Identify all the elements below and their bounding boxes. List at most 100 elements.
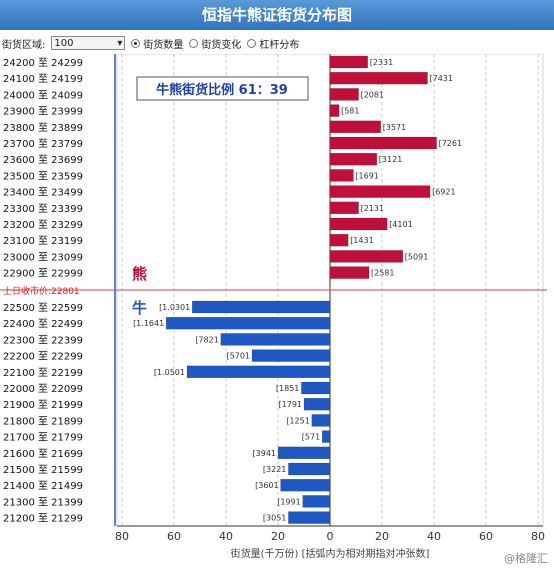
bear-bar — [329, 136, 437, 150]
controls-bar: 街货区域: 100 ▾ 街货数量 街货变化 杠杆分布 — [2, 33, 299, 53]
data-label: [1251 — [286, 416, 309, 425]
chart-title-bar: 恒指牛熊证街货分布图 — [0, 0, 554, 30]
radio-icon[interactable] — [189, 38, 199, 48]
bull-bar — [251, 349, 331, 362]
y-tick-label: 23400 至 23499 — [3, 187, 83, 199]
data-label: [1791 — [279, 400, 302, 409]
y-tick-label: 24100 至 24199 — [3, 73, 83, 85]
data-label: [581 — [341, 107, 359, 116]
y-tick-label: 22100 至 22199 — [3, 367, 83, 379]
data-label: [3221 — [263, 465, 286, 474]
y-tick-label: 22500 至 22599 — [3, 302, 83, 314]
y-tick-label: 21200 至 21299 — [3, 513, 83, 525]
watermark: @格隆汇 — [504, 552, 548, 565]
y-tick-label: 21400 至 21499 — [3, 480, 83, 492]
bull-bar — [288, 511, 331, 524]
bull-bar — [303, 397, 331, 411]
bull-bar — [277, 446, 331, 460]
data-label: [3941 — [253, 449, 276, 458]
y-tick-label: 21700 至 21799 — [3, 432, 83, 444]
bear-bar — [329, 266, 370, 279]
y-tick-label: 21300 至 21399 — [3, 496, 83, 508]
y-tick-label: 21800 至 21899 — [3, 415, 83, 427]
option-leverage[interactable]: 杠杆分布 — [247, 36, 299, 51]
data-label: [7821 — [195, 335, 218, 344]
bear-bar — [329, 55, 368, 69]
zone-label: 街货区域: — [2, 39, 46, 51]
y-tick-label: 23300 至 23399 — [3, 203, 83, 215]
y-tick-label: 23700 至 23799 — [3, 138, 83, 150]
y-tick-label: 22900 至 22999 — [3, 268, 83, 280]
x-tick-label: 80 — [115, 530, 129, 543]
zone-select[interactable]: 100 ▾ — [51, 36, 126, 50]
zone-select-value: 100 — [54, 37, 74, 49]
y-tick-label: 23200 至 23299 — [3, 219, 83, 231]
y-tick-label: 22000 至 22099 — [3, 383, 83, 395]
bull-bar — [301, 381, 331, 395]
data-label: [2131 — [361, 204, 384, 213]
bull-bar — [191, 300, 331, 314]
data-label: [1851 — [276, 384, 299, 393]
y-tick-label: 23800 至 23899 — [3, 122, 83, 134]
data-label: [3121 — [379, 155, 402, 164]
x-axis-label: 街货量(千万份) [括弧内为相对期指对冲张数] — [231, 547, 430, 560]
data-label: [6921 — [432, 188, 455, 197]
option-quantity-label: 街货数量 — [143, 39, 184, 51]
x-tick-label: 60 — [479, 530, 493, 543]
y-tick-label: 21900 至 21999 — [3, 399, 83, 411]
bull-bar — [186, 365, 331, 379]
bear-bar — [329, 185, 431, 198]
radio-icon[interactable] — [247, 38, 257, 48]
option-quantity[interactable]: 街货数量 — [131, 36, 183, 51]
data-label: [1.0301 — [159, 303, 190, 312]
data-label: [3601 — [255, 481, 278, 490]
y-tick-label: 23600 至 23699 — [3, 154, 83, 166]
bear-bar — [329, 169, 354, 182]
data-label: [1431 — [350, 236, 373, 245]
data-label: [571 — [302, 433, 320, 442]
bull-bar — [280, 478, 331, 492]
data-label: [2581 — [371, 269, 394, 278]
y-tick-label: 22400 至 22499 — [3, 318, 83, 330]
bull-bar — [311, 414, 331, 427]
bear-bar — [329, 152, 378, 166]
option-change[interactable]: 街货变化 — [189, 36, 241, 51]
y-tick-label: 24000 至 24099 — [3, 89, 83, 101]
bear-bar — [329, 201, 359, 215]
data-label: [1.1641 — [133, 319, 164, 328]
chevron-down-icon: ▾ — [117, 37, 123, 49]
data-label: [1.0501 — [154, 368, 185, 377]
y-tick-label: 21600 至 21699 — [3, 448, 83, 460]
data-label: [4101 — [389, 220, 412, 229]
y-tick-label: 23900 至 23999 — [3, 106, 83, 118]
x-tick-label: 40 — [219, 530, 233, 543]
data-label: [2081 — [361, 90, 384, 99]
distribution-chart: [2331 [7431 [2081[581 [3571 [7261 [3121[1691 [… — [0, 54, 547, 560]
option-change-label: 街货变化 — [201, 39, 242, 51]
y-tick-label: 22300 至 22399 — [3, 334, 83, 346]
x-tick-label: 60 — [167, 530, 181, 543]
data-label: [2331 — [370, 58, 393, 67]
x-tick-label: 0 — [327, 530, 334, 543]
bull-bar — [220, 333, 331, 346]
data-label: [1691 — [355, 171, 378, 180]
y-tick-label: 23100 至 23199 — [3, 235, 83, 247]
x-tick-label: 20 — [271, 530, 285, 543]
bars-layer: [2331 [7431 [2081[581 [3571 [7261 [3121[1691 [… — [133, 55, 462, 524]
bull-label: 牛 — [132, 299, 147, 317]
bull-bar — [302, 495, 331, 508]
x-tick-label: 80 — [531, 530, 545, 543]
page-title: 恒指牛熊证街货分布图 — [201, 6, 352, 24]
bear-bar — [329, 120, 381, 134]
close-price-label: 上日收市价:22801 — [3, 285, 80, 297]
data-label: [5091 — [405, 252, 428, 261]
bear-bar — [329, 250, 404, 263]
y-tick-label: 23000 至 23099 — [3, 251, 83, 263]
data-label: [7261 — [439, 139, 462, 148]
data-label: [5701 — [227, 352, 250, 361]
data-label: [3051 — [263, 514, 286, 523]
option-leverage-label: 杠杆分布 — [259, 39, 300, 51]
y-tick-label: 21500 至 21599 — [3, 464, 83, 476]
ratio-box — [136, 76, 309, 101]
radio-selected-icon[interactable] — [131, 38, 141, 48]
